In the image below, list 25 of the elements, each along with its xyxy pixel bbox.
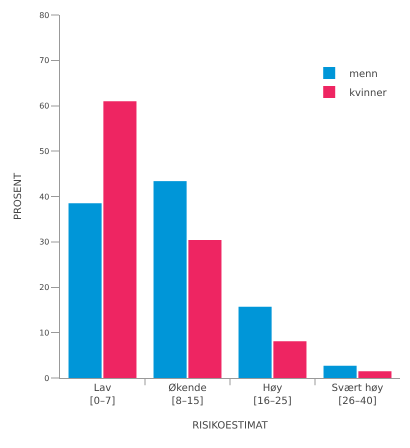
y-tick-label: 20	[39, 283, 50, 292]
x-axis-title: RISIKOESTIMAT	[192, 420, 269, 432]
bar	[188, 240, 222, 378]
bar	[103, 101, 136, 378]
y-tick-label: 60	[39, 102, 50, 111]
y-tick-label: 80	[39, 10, 50, 20]
y-tick-label: 70	[39, 56, 50, 66]
x-tick-label: Økende [8–15]	[168, 383, 207, 407]
y-axis-title: PROSENT	[13, 172, 24, 220]
x-tick-label: Svært høy [26–40]	[332, 383, 384, 407]
bar	[238, 306, 272, 378]
bar	[154, 181, 187, 378]
legend-label: menn	[349, 68, 378, 80]
y-tick-label: 30	[39, 238, 50, 247]
y-tick-label: 50	[39, 146, 50, 156]
bar	[324, 366, 357, 378]
y-tick-label: 0	[44, 374, 50, 383]
bar	[68, 203, 102, 378]
legend-label: kvinner	[349, 88, 388, 99]
x-tick-label: Lav [0–7]	[90, 383, 116, 407]
y-tick-label: 40	[39, 192, 50, 202]
bar	[358, 371, 392, 378]
x-tick-label: Høy [16–25]	[253, 383, 292, 407]
y-tick-label: 10	[39, 328, 50, 338]
bar	[273, 341, 306, 378]
